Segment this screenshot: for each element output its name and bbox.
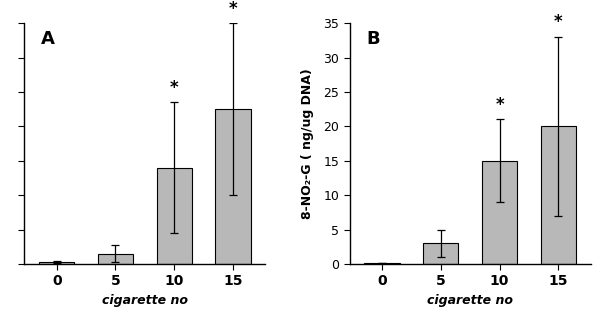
Text: A: A xyxy=(41,30,55,48)
Bar xyxy=(39,262,74,264)
Text: B: B xyxy=(367,30,380,48)
Text: *: * xyxy=(170,79,178,97)
X-axis label: cigarette no: cigarette no xyxy=(102,294,188,307)
Text: 8-NO₂-G ( ng/ug DNA): 8-NO₂-G ( ng/ug DNA) xyxy=(301,68,314,219)
Text: *: * xyxy=(229,0,238,17)
Bar xyxy=(423,243,459,264)
Bar xyxy=(482,161,517,264)
Text: *: * xyxy=(554,13,563,31)
Bar xyxy=(216,109,251,264)
Bar xyxy=(364,263,400,264)
Bar xyxy=(98,254,133,264)
X-axis label: cigarette no: cigarette no xyxy=(428,294,513,307)
Bar xyxy=(157,168,192,264)
Bar xyxy=(541,126,576,264)
Text: *: * xyxy=(495,96,504,114)
